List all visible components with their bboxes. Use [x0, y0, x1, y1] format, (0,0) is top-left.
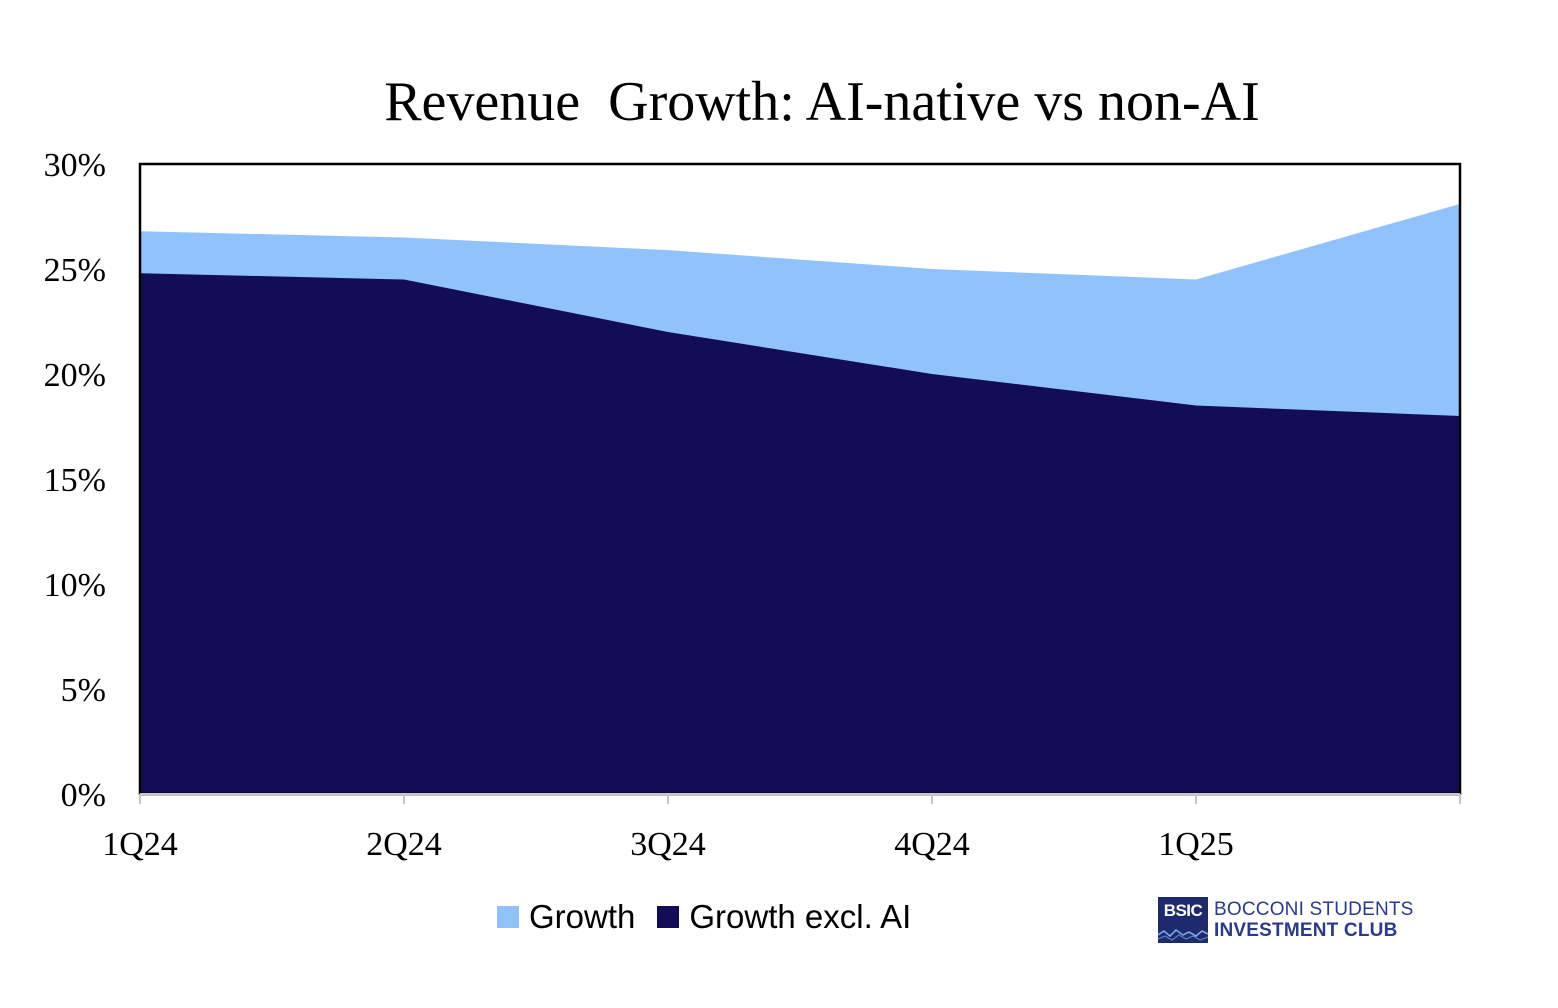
- logo-wave-icon: [1158, 928, 1208, 941]
- x-tick-label: 4Q24: [894, 826, 970, 863]
- x-tick-label: 1Q25: [1158, 826, 1234, 863]
- chart-title: Revenue Growth: AI-native vs non-AI: [384, 71, 1260, 133]
- bsic-logo-mark: BSIC: [1158, 897, 1208, 943]
- legend: Growth Growth excl. AI: [497, 898, 933, 936]
- area-series-group: [140, 203, 1460, 794]
- axes-group: [138, 162, 1462, 804]
- x-tick-label: 1Q24: [102, 826, 178, 863]
- y-tick-label: 15%: [44, 462, 106, 499]
- bsic-logo-mark-text: BSIC: [1163, 901, 1203, 920]
- y-tick-label: 30%: [44, 147, 106, 184]
- legend-label-growth: Growth: [529, 898, 636, 935]
- bsic-logo-line1: BOCCONI STUDENTS: [1214, 899, 1414, 920]
- legend-label-growth-excl-ai: Growth excl. AI: [689, 898, 912, 935]
- y-tick-label: 25%: [44, 252, 106, 289]
- legend-item-growth-excl-ai: Growth excl. AI: [657, 898, 911, 936]
- area-growth-excl-ai: [140, 273, 1460, 794]
- legend-item-growth: Growth: [497, 898, 635, 936]
- legend-swatch-growth: [497, 906, 519, 928]
- bsic-logo-line2: INVESTMENT CLUB: [1214, 920, 1398, 941]
- x-tick-label: 2Q24: [366, 826, 442, 863]
- y-tick-label: 10%: [44, 567, 106, 604]
- bsic-logo: BSIC BOCCONI STUDENTS INVESTMENT CLUB: [1158, 897, 1414, 943]
- tick-labels-group: 0% 5% 10% 15% 20% 25% 30% 1Q24 2Q24 3Q24 4Q24 1Q25: [44, 147, 1234, 863]
- y-tick-label: 20%: [44, 357, 106, 394]
- bsic-logo-words: BOCCONI STUDENTS INVESTMENT CLUB: [1214, 899, 1414, 941]
- y-tick-label: 0%: [61, 777, 106, 814]
- y-tick-label: 5%: [61, 672, 106, 709]
- x-tick-label: 3Q24: [630, 826, 706, 863]
- legend-swatch-growth-excl-ai: [657, 906, 680, 928]
